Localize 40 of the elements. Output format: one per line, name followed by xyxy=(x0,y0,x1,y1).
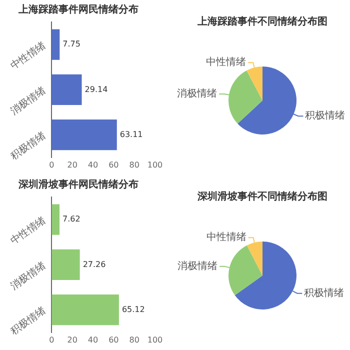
x-tick-label: 100 xyxy=(147,335,163,344)
y-tick-label: 中性情绪 xyxy=(8,39,48,72)
x-tick-label: 80 xyxy=(129,335,140,344)
x-tick-label: 60 xyxy=(108,335,119,344)
slice-label: 中性情绪 xyxy=(206,56,246,68)
chart-title: 上海踩踏事件不同情绪分布图 xyxy=(196,16,328,28)
x-tick-label: 40 xyxy=(88,335,98,344)
x-tick-label: 20 xyxy=(67,160,78,170)
bar xyxy=(52,119,117,150)
x-tick-label: 80 xyxy=(129,160,140,170)
bar xyxy=(52,29,60,60)
y-tick-label: 消极情绪 xyxy=(8,84,48,118)
slice-label: 积极情绪 xyxy=(305,110,346,122)
chart-title: 深圳滑坡事件网民情绪分布 xyxy=(18,178,138,191)
bar xyxy=(52,294,119,326)
x-tick-label: 0 xyxy=(49,160,54,170)
x-tick-label: 20 xyxy=(67,335,78,344)
bar xyxy=(52,204,60,235)
data-label: 65.12 xyxy=(122,304,145,314)
y-tick-label: 积极情绪 xyxy=(8,304,48,338)
y-tick-label: 中性情绪 xyxy=(8,214,48,248)
slice-label: 中性情绪 xyxy=(206,231,246,244)
x-tick-label: 100 xyxy=(147,160,163,170)
bar xyxy=(52,249,80,280)
bar xyxy=(52,74,82,106)
x-tick-label: 0 xyxy=(49,335,54,344)
data-label: 7.75 xyxy=(62,40,80,49)
slice-label: 消极情绪 xyxy=(177,88,218,100)
data-label: 7.62 xyxy=(62,214,80,224)
y-tick-label: 消极情绪 xyxy=(8,259,48,292)
chart-title: 上海踩踏事件网民情绪分布 xyxy=(18,4,138,16)
data-label: 63.11 xyxy=(120,130,143,139)
slice-label: 消极情绪 xyxy=(178,260,218,272)
y-tick-label: 积极情绪 xyxy=(8,130,48,162)
data-label: 29.14 xyxy=(84,84,108,94)
slice-label: 积极情绪 xyxy=(304,286,344,299)
x-tick-label: 40 xyxy=(88,160,98,170)
chart-title: 深圳滑坡事件不同情绪分布图 xyxy=(196,190,328,203)
data-label: 27.26 xyxy=(82,260,106,269)
x-tick-label: 60 xyxy=(108,160,119,170)
